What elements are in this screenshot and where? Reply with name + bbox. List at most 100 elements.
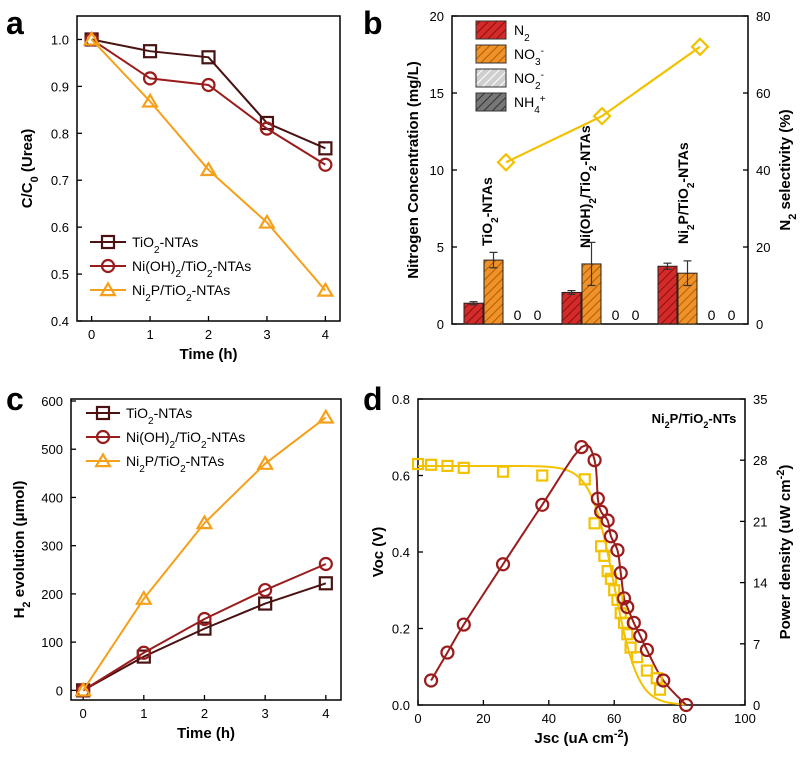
zero-value-label: 0	[514, 307, 522, 323]
y-tick-label: 15	[430, 86, 444, 101]
y-tick-label: 0.5	[51, 267, 69, 282]
voc-point	[441, 459, 454, 473]
x-axis-label: Time (h)	[179, 346, 237, 363]
annotation: Ni2P/TiO2-NTs	[652, 411, 737, 430]
bar	[483, 259, 504, 325]
y-tick-label: 400	[41, 490, 63, 505]
y-tick-label: 20	[430, 9, 444, 24]
data-point	[318, 556, 333, 572]
power-point	[610, 543, 625, 558]
series-line	[91, 38, 326, 150]
y-tick-label: 0.6	[392, 469, 410, 484]
category-label: TiO2-NTAs	[479, 177, 501, 246]
panel-letter: d	[363, 381, 383, 417]
y-tick-label: 60	[756, 86, 770, 101]
power-point	[600, 513, 615, 528]
data-point	[316, 281, 335, 297]
y-tick-label: 14	[753, 576, 767, 591]
data-point	[142, 44, 158, 59]
y-tick-label: 300	[41, 539, 63, 554]
y-tick-label: 21	[753, 514, 767, 529]
y-tick-label: 0.4	[51, 314, 69, 329]
data-point	[259, 121, 275, 136]
voc-point	[411, 457, 425, 471]
y-tick-label: 0.8	[51, 126, 69, 141]
voc-fit-curve	[417, 464, 687, 706]
data-point	[142, 71, 158, 86]
y-tick-label: 5	[437, 240, 444, 255]
legend-label: Ni2P/TiO2-NTAs	[126, 453, 224, 475]
legend-marker	[100, 258, 116, 274]
category-label: Ni(OH)2/TiO2-NTAs	[577, 125, 599, 248]
power-point	[603, 529, 619, 544]
selectivity-point	[496, 152, 516, 172]
y-tick-label: 0.8	[392, 392, 410, 407]
legend-swatch	[475, 20, 507, 40]
x-tick-label: 0	[80, 706, 87, 721]
plot-frame	[70, 398, 342, 701]
legend-label: TiO2-NTAs	[126, 405, 192, 427]
y-tick-label: 0.0	[392, 698, 410, 713]
x-tick-label: 4	[322, 706, 329, 721]
series-line	[82, 582, 327, 692]
y-axis-label: H2 evolution (μmol)	[11, 481, 33, 619]
power-point	[495, 557, 511, 572]
legend-label: Ni(OH)2/TiO2-NTAs	[132, 258, 251, 280]
voc-point	[536, 469, 549, 482]
y-tick-label: 0	[753, 698, 760, 713]
y-tick-label: 0.2	[392, 622, 410, 637]
series-line	[82, 416, 327, 691]
legend-label: NO2-	[514, 70, 544, 92]
data-point	[134, 589, 153, 605]
y2-axis-label: Power density (uW cm-2)	[775, 465, 794, 640]
legend-label: NH4+	[514, 94, 546, 116]
data-point	[141, 92, 159, 108]
selectivity-line	[505, 45, 701, 164]
voc-point	[604, 572, 618, 585]
power-point	[423, 673, 439, 688]
y-tick-label: 20	[756, 240, 770, 255]
power-fit-curve	[430, 443, 687, 706]
zero-value-label: 0	[708, 307, 716, 323]
y-tick-label: 0.9	[51, 79, 69, 94]
voc-point	[617, 616, 631, 629]
voc-point	[601, 565, 614, 578]
zero-value-label: 0	[612, 307, 620, 323]
power-point	[456, 617, 471, 632]
power-point	[587, 453, 602, 468]
power-point	[656, 673, 671, 688]
data-point	[318, 141, 333, 156]
x-tick-label: 80	[672, 711, 686, 726]
power-point	[620, 599, 635, 615]
data-point	[258, 582, 273, 598]
power-point	[440, 645, 455, 660]
x-tick-label: 1	[140, 706, 147, 721]
power-point	[639, 642, 655, 658]
zero-value-label: 0	[632, 307, 640, 323]
panel-b: b 0 5 10 15 20 0 20 40 60 80 Nitrogen Concentration…	[363, 5, 799, 332]
data-point	[136, 645, 151, 660]
x-tick-label: 2	[205, 327, 212, 342]
legend-marker	[99, 281, 117, 297]
data-point	[82, 30, 101, 46]
y-tick-label: 200	[41, 587, 63, 602]
legend-marker	[94, 452, 112, 468]
series-line	[82, 563, 327, 692]
y-tick-label: 600	[41, 394, 63, 409]
selectivity-point	[592, 106, 612, 126]
legend-marker	[95, 429, 111, 445]
panel-letter: b	[363, 5, 383, 41]
voc-point	[588, 517, 601, 530]
y-tick-label: 0	[56, 683, 63, 698]
power-point	[616, 591, 632, 606]
power-point	[590, 491, 605, 506]
legend-label: Ni2P/TiO2-NTAs	[132, 282, 230, 304]
legend-swatch	[475, 44, 507, 64]
data-point	[201, 77, 216, 93]
data-point	[74, 681, 92, 697]
voc-point	[578, 473, 591, 486]
data-point	[318, 157, 333, 172]
y-tick-label: 1.0	[51, 32, 69, 47]
power-point	[679, 697, 694, 713]
